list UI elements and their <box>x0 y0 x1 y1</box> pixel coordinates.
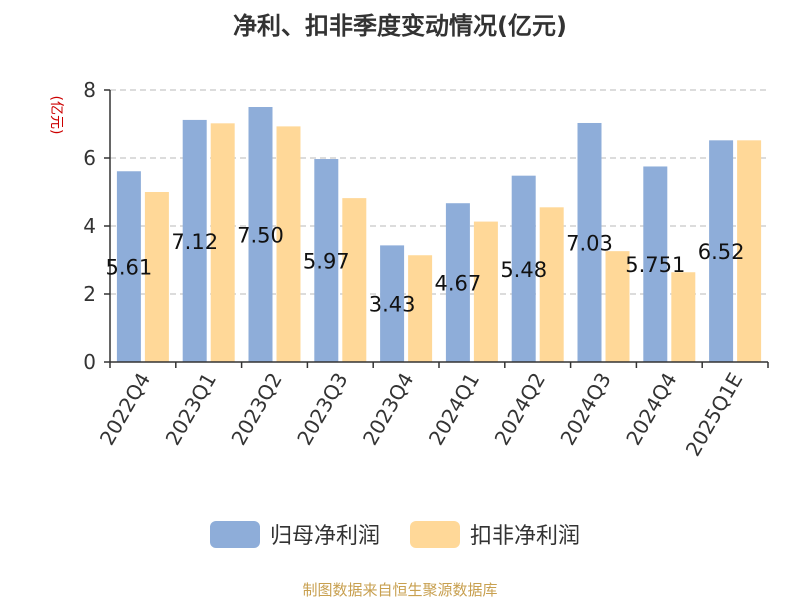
bar-net-profit <box>445 203 470 362</box>
x-tick-label: 2024Q2 <box>490 369 550 450</box>
data-label: 5.61 <box>106 256 153 280</box>
data-label: 7.12 <box>171 230 218 254</box>
bar-deducted-profit <box>276 126 301 362</box>
bar-deducted-profit <box>342 198 367 362</box>
legend: 归母净利润 扣非净利润 <box>210 521 580 549</box>
bar-net-profit <box>116 171 141 362</box>
bar-net-profit <box>182 119 207 362</box>
data-label: 7.50 <box>237 224 284 248</box>
bar-deducted-profit <box>605 251 630 362</box>
x-tick-label: 2024Q3 <box>555 369 615 450</box>
legend-label: 扣非净利润 <box>470 524 580 549</box>
data-label: 3.43 <box>369 293 416 317</box>
bar-deducted-profit <box>671 272 696 362</box>
data-label: 5.97 <box>303 250 350 274</box>
data-label: 6.52 <box>698 240 745 264</box>
source-note: 制图数据来自恒生聚源数据库 <box>302 581 497 599</box>
x-tick-label: 2023Q1 <box>161 369 221 450</box>
data-label: 5.751 <box>625 253 685 277</box>
x-tick-label: 2023Q3 <box>292 369 352 450</box>
bar-deducted-profit <box>144 192 169 362</box>
x-tick-label: 2022Q4 <box>95 369 155 450</box>
x-tick-label: 2023Q2 <box>226 369 286 450</box>
bar-net-profit <box>709 140 734 362</box>
chart-title: 净利、扣非季度变动情况(亿元) <box>233 12 567 40</box>
x-tick-label: 2023Q4 <box>358 369 418 450</box>
data-labels: 5.61 7.12 7.50 5.97 3.43 4.67 5.48 7.03 5.751 6.5… <box>106 224 745 317</box>
data-label: 7.03 <box>566 231 613 255</box>
legend-swatch <box>210 521 260 548</box>
y-tick-label: 0 <box>83 350 96 374</box>
bar-net-profit <box>314 159 339 362</box>
data-label: 5.48 <box>500 258 547 282</box>
y-tick-label: 8 <box>83 78 96 102</box>
bar-deducted-profit <box>539 207 564 362</box>
bar-net-profit <box>380 245 405 362</box>
legend-label: 归母净利润 <box>270 524 380 549</box>
bar-net-profit <box>248 107 273 362</box>
data-label: 4.67 <box>435 272 482 296</box>
bar-net-profit <box>511 175 536 362</box>
y-tick-label: 4 <box>83 214 96 238</box>
bar-deducted-profit <box>210 123 235 362</box>
y-axis-label: (亿元) <box>48 96 64 135</box>
y-tick-label: 6 <box>83 146 96 170</box>
bar-deducted-profit <box>473 221 498 362</box>
x-tick-label: 2024Q4 <box>621 369 681 450</box>
x-tick-label: 2025Q1E <box>681 369 748 461</box>
x-tick-label: 2024Q1 <box>424 369 484 450</box>
y-tick-label: 2 <box>83 282 96 306</box>
bar-deducted-profit <box>737 140 762 362</box>
bar-net-profit <box>643 166 668 362</box>
bars <box>116 107 762 362</box>
bar-net-profit <box>577 122 602 362</box>
legend-swatch <box>410 521 460 548</box>
bar-deducted-profit <box>408 255 433 362</box>
